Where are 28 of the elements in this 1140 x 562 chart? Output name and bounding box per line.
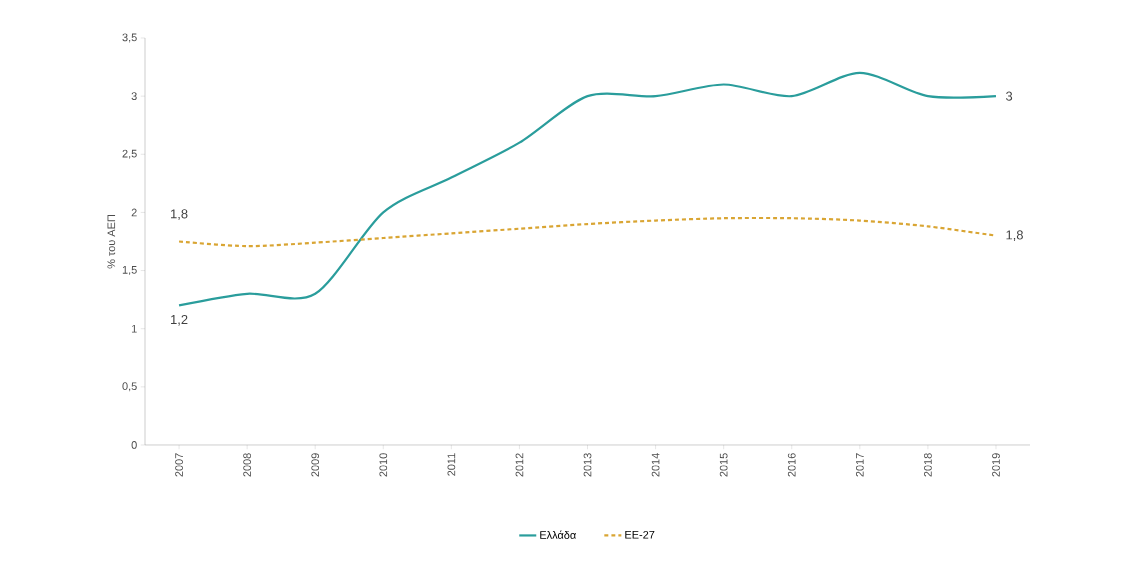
y-tick-label: 3 <box>131 92 137 101</box>
x-tick-label: 2019 <box>992 453 1000 477</box>
x-tick-label: 2017 <box>855 453 864 477</box>
x-tick-label: 2008 <box>243 453 252 477</box>
legend-label: ΕΕ-27 <box>625 530 655 539</box>
x-tick-label: 2013 <box>583 453 592 477</box>
x-tick-label: 2014 <box>651 453 660 477</box>
y-axis-title: % του ΑΕΠ <box>107 215 116 269</box>
x-tick-label: 2016 <box>787 453 796 477</box>
legend-label: Ελλάδα <box>540 530 576 539</box>
data-label: 1,2 <box>171 314 188 326</box>
data-label: 3 <box>1005 91 1013 101</box>
x-tick-label: 2015 <box>719 453 728 477</box>
y-tick-label: 0,5 <box>122 382 137 392</box>
y-tick-label: 2 <box>131 208 137 217</box>
x-tick-label: 2010 <box>379 453 388 477</box>
y-tick-label: 0 <box>131 441 137 449</box>
x-tick-label: 2007 <box>175 453 183 477</box>
x-tick-label: 2018 <box>924 453 932 477</box>
y-tick-label: 1 <box>131 324 137 333</box>
y-tick-label: 1,5 <box>122 266 137 276</box>
x-tick-label: 2012 <box>515 453 524 477</box>
x-tick-label: 2011 <box>447 453 456 476</box>
y-tick-label: 3,5 <box>122 33 137 43</box>
data-label: 1,8 <box>171 209 188 220</box>
x-tick-label: 2009 <box>311 453 320 477</box>
y-tick-label: 2,5 <box>122 149 137 159</box>
data-label: 1,8 <box>1006 230 1023 242</box>
